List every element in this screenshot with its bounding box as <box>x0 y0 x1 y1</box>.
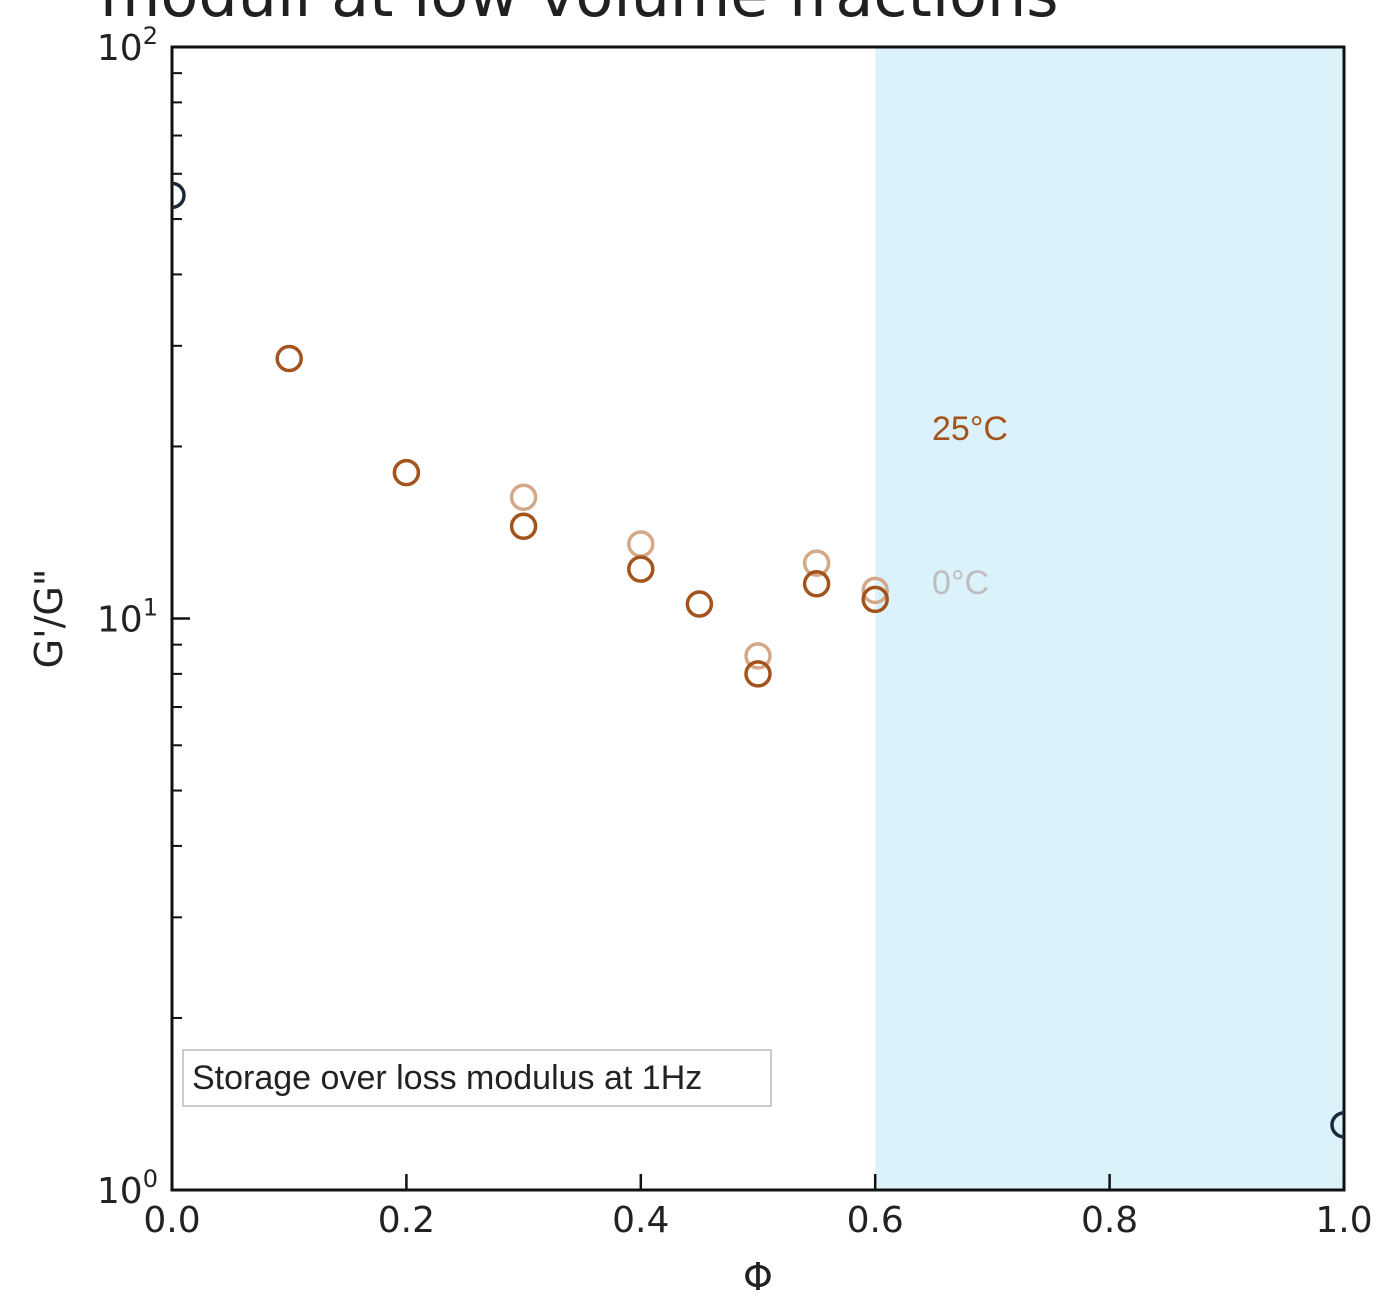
shaded-region <box>875 47 1344 1190</box>
y-axis-label: G'/G" <box>27 569 71 669</box>
x-tick-label: 0.6 <box>847 1200 904 1241</box>
series-label-25c: 25°C <box>932 410 1008 448</box>
page-title: moduli at low volume fractions <box>100 0 1059 31</box>
data-point <box>861 576 889 605</box>
data-point <box>509 483 538 511</box>
y-tick-label: 102 <box>97 22 158 69</box>
x-tick-label: 1.0 <box>1315 1200 1372 1241</box>
data-point <box>861 585 889 614</box>
data-point <box>802 570 831 598</box>
data-point <box>685 590 714 618</box>
data-point <box>627 530 655 558</box>
data-point <box>627 555 655 583</box>
data-point <box>392 458 421 487</box>
data-point <box>1330 1111 1344 1139</box>
x-axis-label: Φ <box>743 1255 773 1299</box>
y-tick-label: 100 <box>97 1165 158 1212</box>
x-tick-label: 0.8 <box>1081 1200 1138 1241</box>
data-point <box>172 181 186 210</box>
note-box <box>182 1049 772 1107</box>
data-point <box>275 344 303 373</box>
note-text: Storage over loss modulus at 1Hz <box>192 1059 702 1097</box>
x-tick-label: 0.2 <box>378 1200 435 1241</box>
data-point <box>744 642 772 670</box>
series-label-0c: 0°C <box>932 564 989 602</box>
x-tick-label: 0.4 <box>612 1200 669 1241</box>
x-tick-label: 0.0 <box>143 1200 200 1241</box>
data-point <box>744 660 772 688</box>
data-point <box>802 549 831 577</box>
y-tick-label: 101 <box>97 594 158 641</box>
data-point <box>509 512 538 541</box>
